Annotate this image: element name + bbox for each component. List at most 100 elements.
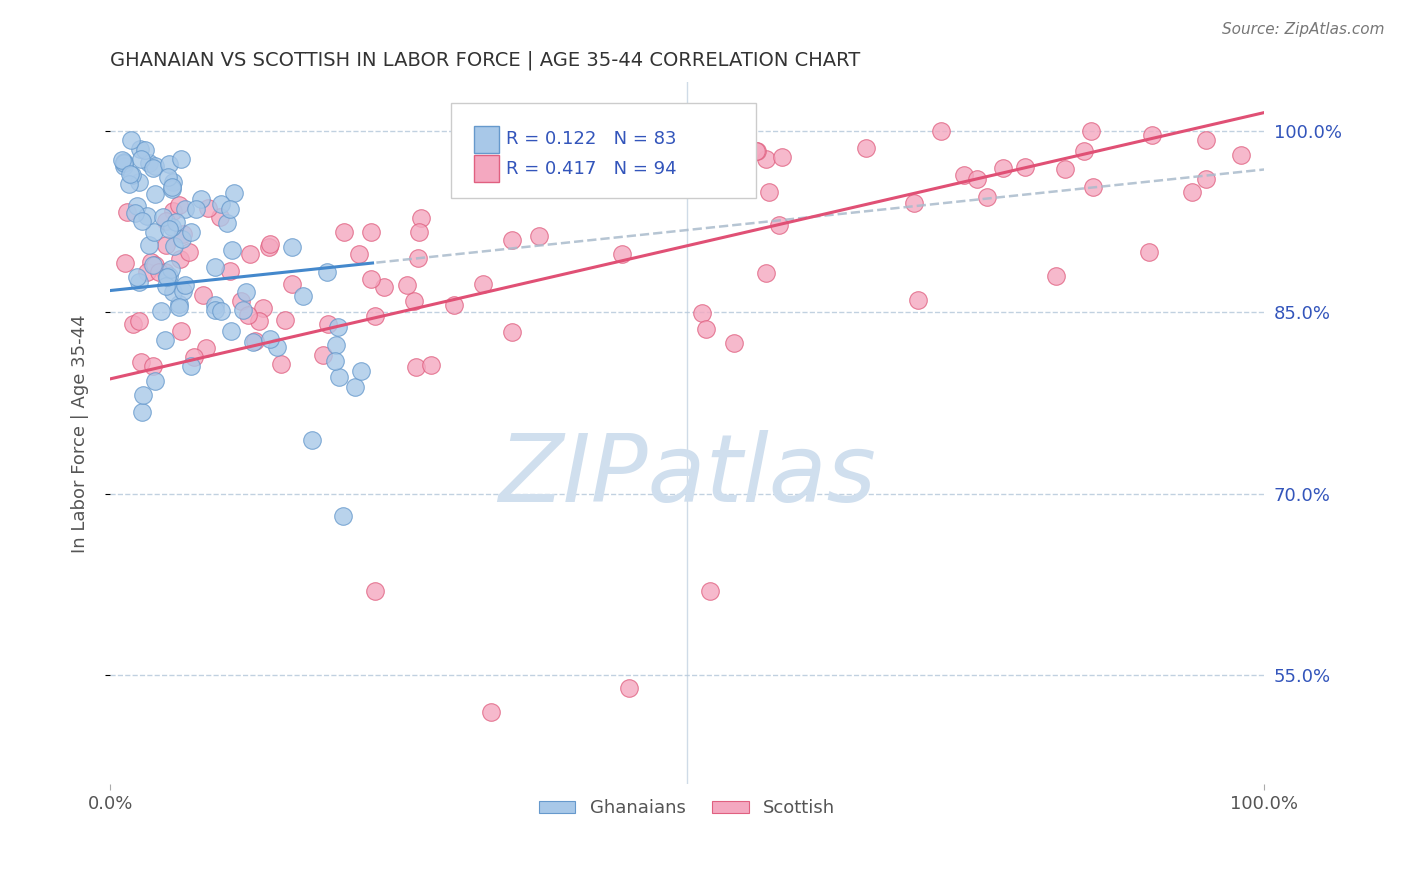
Point bbox=[325, 338, 347, 352]
Point bbox=[118, 167, 141, 181]
Point bbox=[903, 196, 925, 211]
Point bbox=[479, 705, 502, 719]
Point bbox=[155, 238, 177, 252]
Point bbox=[162, 203, 184, 218]
Point bbox=[420, 358, 443, 372]
Point bbox=[174, 202, 197, 216]
Point bbox=[232, 302, 254, 317]
Point bbox=[316, 317, 339, 331]
Point bbox=[259, 333, 281, 347]
Point bbox=[326, 320, 349, 334]
Point bbox=[929, 124, 952, 138]
Point bbox=[235, 285, 257, 300]
Point bbox=[149, 304, 172, 318]
Point bbox=[128, 314, 150, 328]
Point bbox=[333, 225, 356, 239]
Point bbox=[332, 509, 354, 524]
Point bbox=[169, 252, 191, 266]
Point bbox=[270, 357, 292, 371]
Point bbox=[952, 168, 974, 182]
Point bbox=[252, 301, 274, 315]
Point bbox=[1014, 160, 1036, 174]
Point bbox=[245, 334, 267, 348]
Point bbox=[156, 270, 179, 285]
Point bbox=[191, 287, 214, 301]
Point bbox=[157, 269, 180, 284]
Point bbox=[157, 221, 180, 235]
Point bbox=[723, 336, 745, 351]
Point bbox=[323, 354, 346, 368]
Point bbox=[129, 355, 152, 369]
Point bbox=[755, 266, 778, 280]
Point bbox=[758, 186, 780, 200]
Point bbox=[145, 159, 167, 173]
Point bbox=[180, 359, 202, 374]
Point bbox=[172, 232, 194, 246]
Point bbox=[155, 278, 177, 293]
Point bbox=[162, 285, 184, 300]
Point bbox=[124, 206, 146, 220]
Legend: Ghanaians, Scottish: Ghanaians, Scottish bbox=[531, 792, 842, 824]
Point bbox=[328, 370, 350, 384]
Point bbox=[156, 270, 179, 285]
Point bbox=[247, 314, 270, 328]
Point bbox=[409, 211, 432, 225]
Point bbox=[209, 303, 232, 318]
Point bbox=[165, 215, 187, 229]
Point bbox=[699, 583, 721, 598]
Point bbox=[155, 265, 177, 279]
Point bbox=[768, 219, 790, 233]
Point bbox=[172, 227, 194, 241]
Point bbox=[1081, 179, 1104, 194]
Point bbox=[690, 305, 713, 319]
Point bbox=[745, 145, 768, 159]
Point bbox=[1054, 162, 1077, 177]
Point bbox=[138, 156, 160, 170]
Point bbox=[157, 157, 180, 171]
Point bbox=[148, 265, 170, 279]
Point bbox=[180, 225, 202, 239]
Point bbox=[695, 321, 717, 335]
Point bbox=[163, 239, 186, 253]
Point bbox=[238, 308, 260, 322]
Text: R = 0.122   N = 83: R = 0.122 N = 83 bbox=[506, 130, 676, 148]
Point bbox=[1073, 144, 1095, 158]
Point bbox=[966, 172, 988, 186]
Text: ZIPatlas: ZIPatlas bbox=[498, 430, 876, 521]
Point bbox=[360, 271, 382, 285]
Point bbox=[619, 681, 641, 695]
Text: Source: ZipAtlas.com: Source: ZipAtlas.com bbox=[1222, 22, 1385, 37]
Point bbox=[167, 300, 190, 314]
Point bbox=[143, 186, 166, 201]
Point bbox=[131, 405, 153, 419]
Point bbox=[118, 178, 141, 192]
Point bbox=[259, 236, 281, 251]
Point bbox=[128, 175, 150, 189]
Point bbox=[114, 255, 136, 269]
Point bbox=[443, 298, 465, 312]
Point bbox=[855, 141, 877, 155]
Point bbox=[160, 182, 183, 196]
Point bbox=[162, 175, 184, 189]
Point bbox=[155, 214, 177, 228]
Point bbox=[204, 303, 226, 318]
Point bbox=[301, 434, 323, 448]
Point bbox=[373, 280, 395, 294]
Point bbox=[139, 254, 162, 268]
Point bbox=[120, 133, 142, 147]
Point bbox=[1045, 268, 1067, 283]
Point bbox=[129, 152, 152, 166]
Point bbox=[112, 159, 135, 173]
Point bbox=[162, 220, 184, 235]
Point bbox=[312, 348, 335, 362]
Point bbox=[115, 205, 138, 219]
Point bbox=[242, 335, 264, 350]
Point bbox=[770, 150, 793, 164]
Point bbox=[173, 278, 195, 293]
Point bbox=[1195, 133, 1218, 147]
Point bbox=[142, 225, 165, 239]
Point bbox=[135, 209, 157, 223]
Point bbox=[1181, 186, 1204, 200]
Point bbox=[1080, 124, 1102, 138]
Point bbox=[121, 168, 143, 182]
